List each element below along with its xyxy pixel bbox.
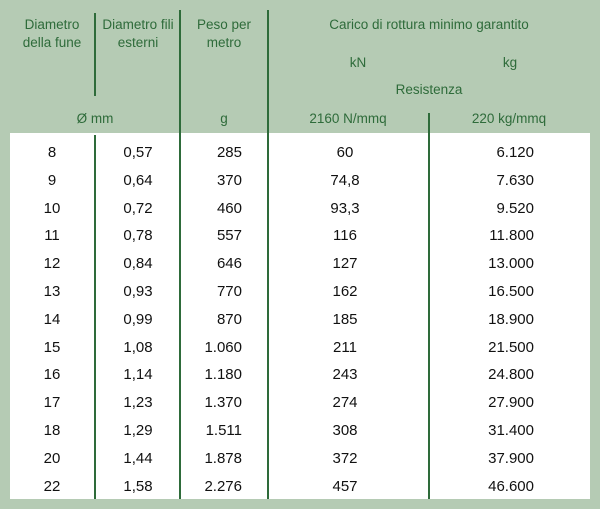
cell-weight: 646	[216, 255, 242, 273]
cell-weight: 370	[216, 171, 242, 189]
cell-load-kg: 11.800	[489, 227, 534, 245]
table-header: Diametro della fune Diametro fili estern…	[10, 10, 590, 133]
cell-weight: 1.060	[204, 338, 242, 356]
cell-load-kg: 46.600	[488, 477, 534, 495]
cell-load-kn: 93,3	[330, 199, 360, 217]
cell-load-kn: 372	[332, 449, 358, 467]
cell-load-kg: 9.520	[496, 199, 534, 217]
cell-load-kn: 74,8	[330, 171, 360, 189]
cell-load-kg: 16.500	[488, 283, 534, 300]
header-unit-mm: Ø mm	[76, 111, 114, 126]
header-weight: Peso per metro	[196, 17, 252, 50]
cell-wire-diameter: 0,93	[123, 283, 153, 300]
cell-wire-diameter: 1,14	[123, 366, 153, 384]
cell-weight: 1.180	[204, 366, 242, 384]
cell-rope-diameter: 14	[43, 310, 61, 328]
cell-rope-diameter: 16	[43, 366, 61, 384]
header-res1: 2160 N/mmq	[309, 111, 387, 126]
cell-weight: 2.276	[204, 477, 242, 495]
cell-wire-diameter: 0,78	[123, 227, 153, 245]
cell-wire-diameter: 1,44	[123, 449, 153, 467]
table: Diametro della fune Diametro fili estern…	[10, 10, 590, 499]
divider	[267, 10, 269, 499]
cell-rope-diameter: 15	[43, 338, 61, 356]
divider	[428, 113, 430, 499]
divider	[94, 13, 96, 96]
cell-wire-diameter: 1,23	[123, 394, 153, 412]
cell-weight: 557	[216, 227, 242, 245]
cell-rope-diameter: 22	[43, 477, 61, 495]
header-kg: kg	[502, 55, 518, 70]
cell-load-kn: 116	[333, 227, 357, 245]
cell-rope-diameter: 10	[43, 199, 61, 217]
cell-rope-diameter: 20	[43, 449, 61, 467]
cell-load-kn: 185	[332, 310, 358, 328]
header-wire-diameter: Diametro fili esterni	[102, 17, 174, 50]
cell-load-kn: 308	[332, 422, 358, 439]
cell-wire-diameter: 0,84	[123, 255, 153, 273]
cell-rope-diameter: 18	[43, 422, 61, 439]
cell-wire-diameter: 1,58	[123, 477, 153, 495]
cell-load-kn: 457	[332, 477, 358, 495]
cell-load-kg: 18.900	[488, 310, 534, 328]
cell-rope-diameter: 8	[47, 144, 57, 161]
cell-weight: 1.878	[204, 449, 242, 467]
divider	[94, 135, 96, 499]
cell-load-kg: 6.120	[496, 144, 534, 161]
cell-load-kg: 24.800	[488, 366, 534, 384]
header-resistenza: Resistenza	[395, 82, 463, 97]
header-rope-diameter: Diametro della fune	[22, 17, 82, 50]
cell-load-kg: 27.900	[488, 394, 534, 412]
cell-rope-diameter: 9	[47, 171, 57, 189]
cell-wire-diameter: 0,72	[123, 199, 153, 217]
cell-weight: 870	[216, 310, 242, 328]
cell-wire-diameter: 0,64	[123, 171, 153, 189]
cell-wire-diameter: 0,99	[123, 310, 153, 328]
cell-weight: 1.511	[205, 422, 242, 439]
cell-rope-diameter: 17	[43, 394, 61, 412]
cell-load-kn: 243	[332, 366, 358, 384]
cell-load-kn: 162	[332, 283, 358, 300]
header-kn: kN	[349, 55, 367, 70]
cell-load-kn: 60	[336, 144, 354, 161]
cell-load-kg: 21.500	[488, 338, 534, 356]
divider	[179, 10, 181, 499]
cell-weight: 285	[216, 144, 242, 161]
cell-weight: 770	[216, 283, 242, 300]
cell-weight: 460	[216, 199, 242, 217]
header-unit-g: g	[220, 111, 228, 126]
cell-load-kg: 7.630	[496, 171, 534, 189]
header-breaking-load: Carico di rottura minimo garantito	[329, 17, 529, 32]
cell-wire-diameter: 0,57	[123, 144, 153, 161]
cell-wire-diameter: 1,08	[123, 338, 153, 356]
header-res2: 220 kg/mmq	[471, 111, 547, 126]
cell-load-kn: 274	[332, 394, 358, 412]
cell-load-kg: 37.900	[488, 449, 534, 467]
cell-rope-diameter: 11	[44, 227, 60, 245]
cell-load-kg: 13.000	[488, 255, 534, 273]
cell-rope-diameter: 12	[43, 255, 61, 273]
cell-weight: 1.370	[204, 394, 242, 412]
cell-rope-diameter: 13	[43, 283, 61, 300]
cell-load-kn: 127	[332, 255, 358, 273]
cell-load-kn: 211	[333, 338, 357, 356]
cell-wire-diameter: 1,29	[123, 422, 153, 439]
cell-load-kg: 31.400	[488, 422, 534, 439]
